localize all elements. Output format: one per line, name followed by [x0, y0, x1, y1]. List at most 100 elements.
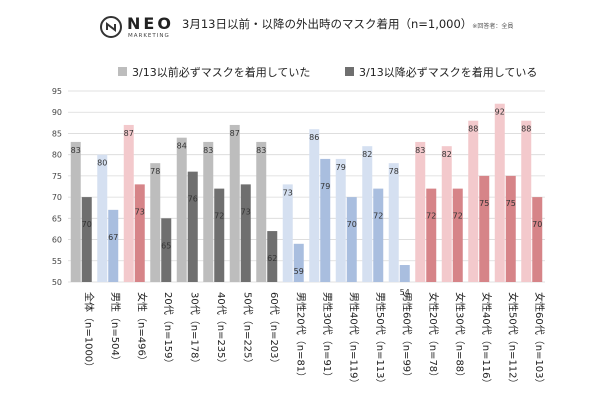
x-tick-label: 男性（n=504） [109, 292, 122, 366]
data-label: 86 [309, 133, 319, 142]
bar [468, 120, 479, 282]
bar [415, 141, 426, 282]
data-label: 73 [283, 188, 293, 197]
chart-title: 3月13日以前・以降の外出時のマスク着用（n=1,000）※回答者：全員 [182, 16, 513, 32]
chart-title-text: 3月13日以前・以降の外出時のマスク着用（n=1,000） [182, 17, 473, 31]
data-label: 88 [468, 125, 478, 134]
data-label: 62 [267, 254, 277, 263]
data-label: 75 [479, 199, 489, 208]
respondent-note: ※回答者：全員 [472, 23, 514, 30]
bar [97, 154, 108, 282]
y-tick-label: 90 [52, 108, 62, 117]
bar [335, 158, 346, 282]
x-tick-label: 女性20代（n=78） [427, 292, 440, 382]
bar [214, 188, 225, 282]
data-label: 88 [521, 125, 531, 134]
bar [362, 146, 373, 282]
data-label: 92 [495, 108, 505, 117]
data-label: 54 [400, 288, 410, 297]
x-tick-label: 女性50代（n=112） [506, 292, 519, 389]
bar [150, 163, 161, 282]
bar [441, 146, 452, 282]
x-tick-label: 40代（n=235） [215, 292, 227, 369]
x-tick-label: 30代（n=178） [188, 292, 200, 369]
x-tick-label: 男性20代（n=81） [294, 292, 307, 382]
x-tick-label: 女性40代（n=116） [480, 292, 493, 389]
bar [134, 184, 145, 282]
data-label: 70 [82, 220, 92, 229]
data-label: 87 [124, 129, 134, 138]
x-tick-label: 女性30代（n=88） [453, 292, 466, 382]
x-tick-label: 女性60代（n=103） [533, 292, 546, 389]
data-label: 79 [336, 163, 346, 172]
data-label: 87 [230, 129, 240, 138]
data-label: 73 [135, 207, 145, 216]
x-tick-label: 男性40代（n=119） [347, 292, 360, 389]
bar [309, 129, 320, 282]
data-label: 80 [97, 159, 107, 168]
data-label: 70 [347, 220, 357, 229]
data-label: 72 [214, 212, 224, 221]
bar [267, 231, 278, 282]
x-tick-label: 男性30代（n=91） [321, 292, 334, 382]
brand-sub: MARKETING [128, 33, 170, 39]
y-tick-label: 95 [52, 87, 62, 96]
bar [108, 209, 119, 282]
y-tick-label: 70 [52, 193, 62, 202]
x-tick-label: 60代（n=203） [268, 292, 280, 369]
data-label: 83 [415, 146, 425, 155]
data-label: 59 [294, 267, 304, 276]
bar [187, 171, 198, 282]
data-label: 82 [442, 150, 452, 159]
bar [505, 175, 516, 282]
bar [81, 197, 92, 282]
data-label: 67 [108, 233, 118, 242]
bar [399, 265, 410, 282]
data-label: 82 [362, 150, 372, 159]
bar [282, 184, 293, 282]
legend-swatch-2 [345, 67, 354, 76]
bar [240, 184, 251, 282]
y-tick-label: 55 [52, 257, 62, 266]
legend-label-1: 3/13以前必ずマスクを着用していた [132, 65, 310, 79]
x-tick-label: 20代（n=159） [162, 292, 174, 369]
data-label: 72 [453, 212, 463, 221]
data-label: 83 [256, 146, 266, 155]
bar [176, 137, 187, 282]
bar [161, 218, 172, 282]
x-tick-label: 男性60代（n=99） [400, 292, 413, 382]
bar [320, 158, 331, 282]
bar [479, 175, 490, 282]
y-tick-label: 60 [52, 236, 62, 245]
y-tick-label: 85 [52, 129, 62, 138]
legend-swatch-1 [118, 67, 127, 76]
bar [123, 124, 134, 282]
bar [70, 141, 81, 282]
y-tick-label: 80 [52, 151, 62, 160]
bar [521, 120, 532, 282]
bar [373, 188, 384, 282]
y-tick-label: 65 [52, 214, 62, 223]
y-tick-label: 75 [52, 172, 62, 181]
bar [452, 188, 463, 282]
data-label: 83 [203, 146, 213, 155]
bar [532, 197, 543, 282]
data-label: 72 [426, 212, 436, 221]
data-label: 78 [150, 167, 160, 176]
data-label: 75 [506, 199, 516, 208]
data-label: 76 [188, 195, 198, 204]
bar [346, 197, 357, 282]
neo-logo-icon [100, 16, 122, 38]
y-tick-label: 50 [52, 278, 62, 287]
legend-label-2: 3/13以降必ずマスクを着用している [359, 65, 537, 79]
bar [229, 124, 240, 282]
x-tick-label: 50代（n=225） [241, 292, 253, 369]
data-label: 78 [389, 167, 399, 176]
bar [293, 243, 304, 282]
data-label: 84 [177, 142, 187, 151]
data-label: 73 [241, 207, 251, 216]
brand-logo: NEO MARKETING [100, 14, 171, 44]
data-label: 65 [161, 241, 171, 250]
x-tick-label: 全体（n=1000） [82, 292, 95, 372]
